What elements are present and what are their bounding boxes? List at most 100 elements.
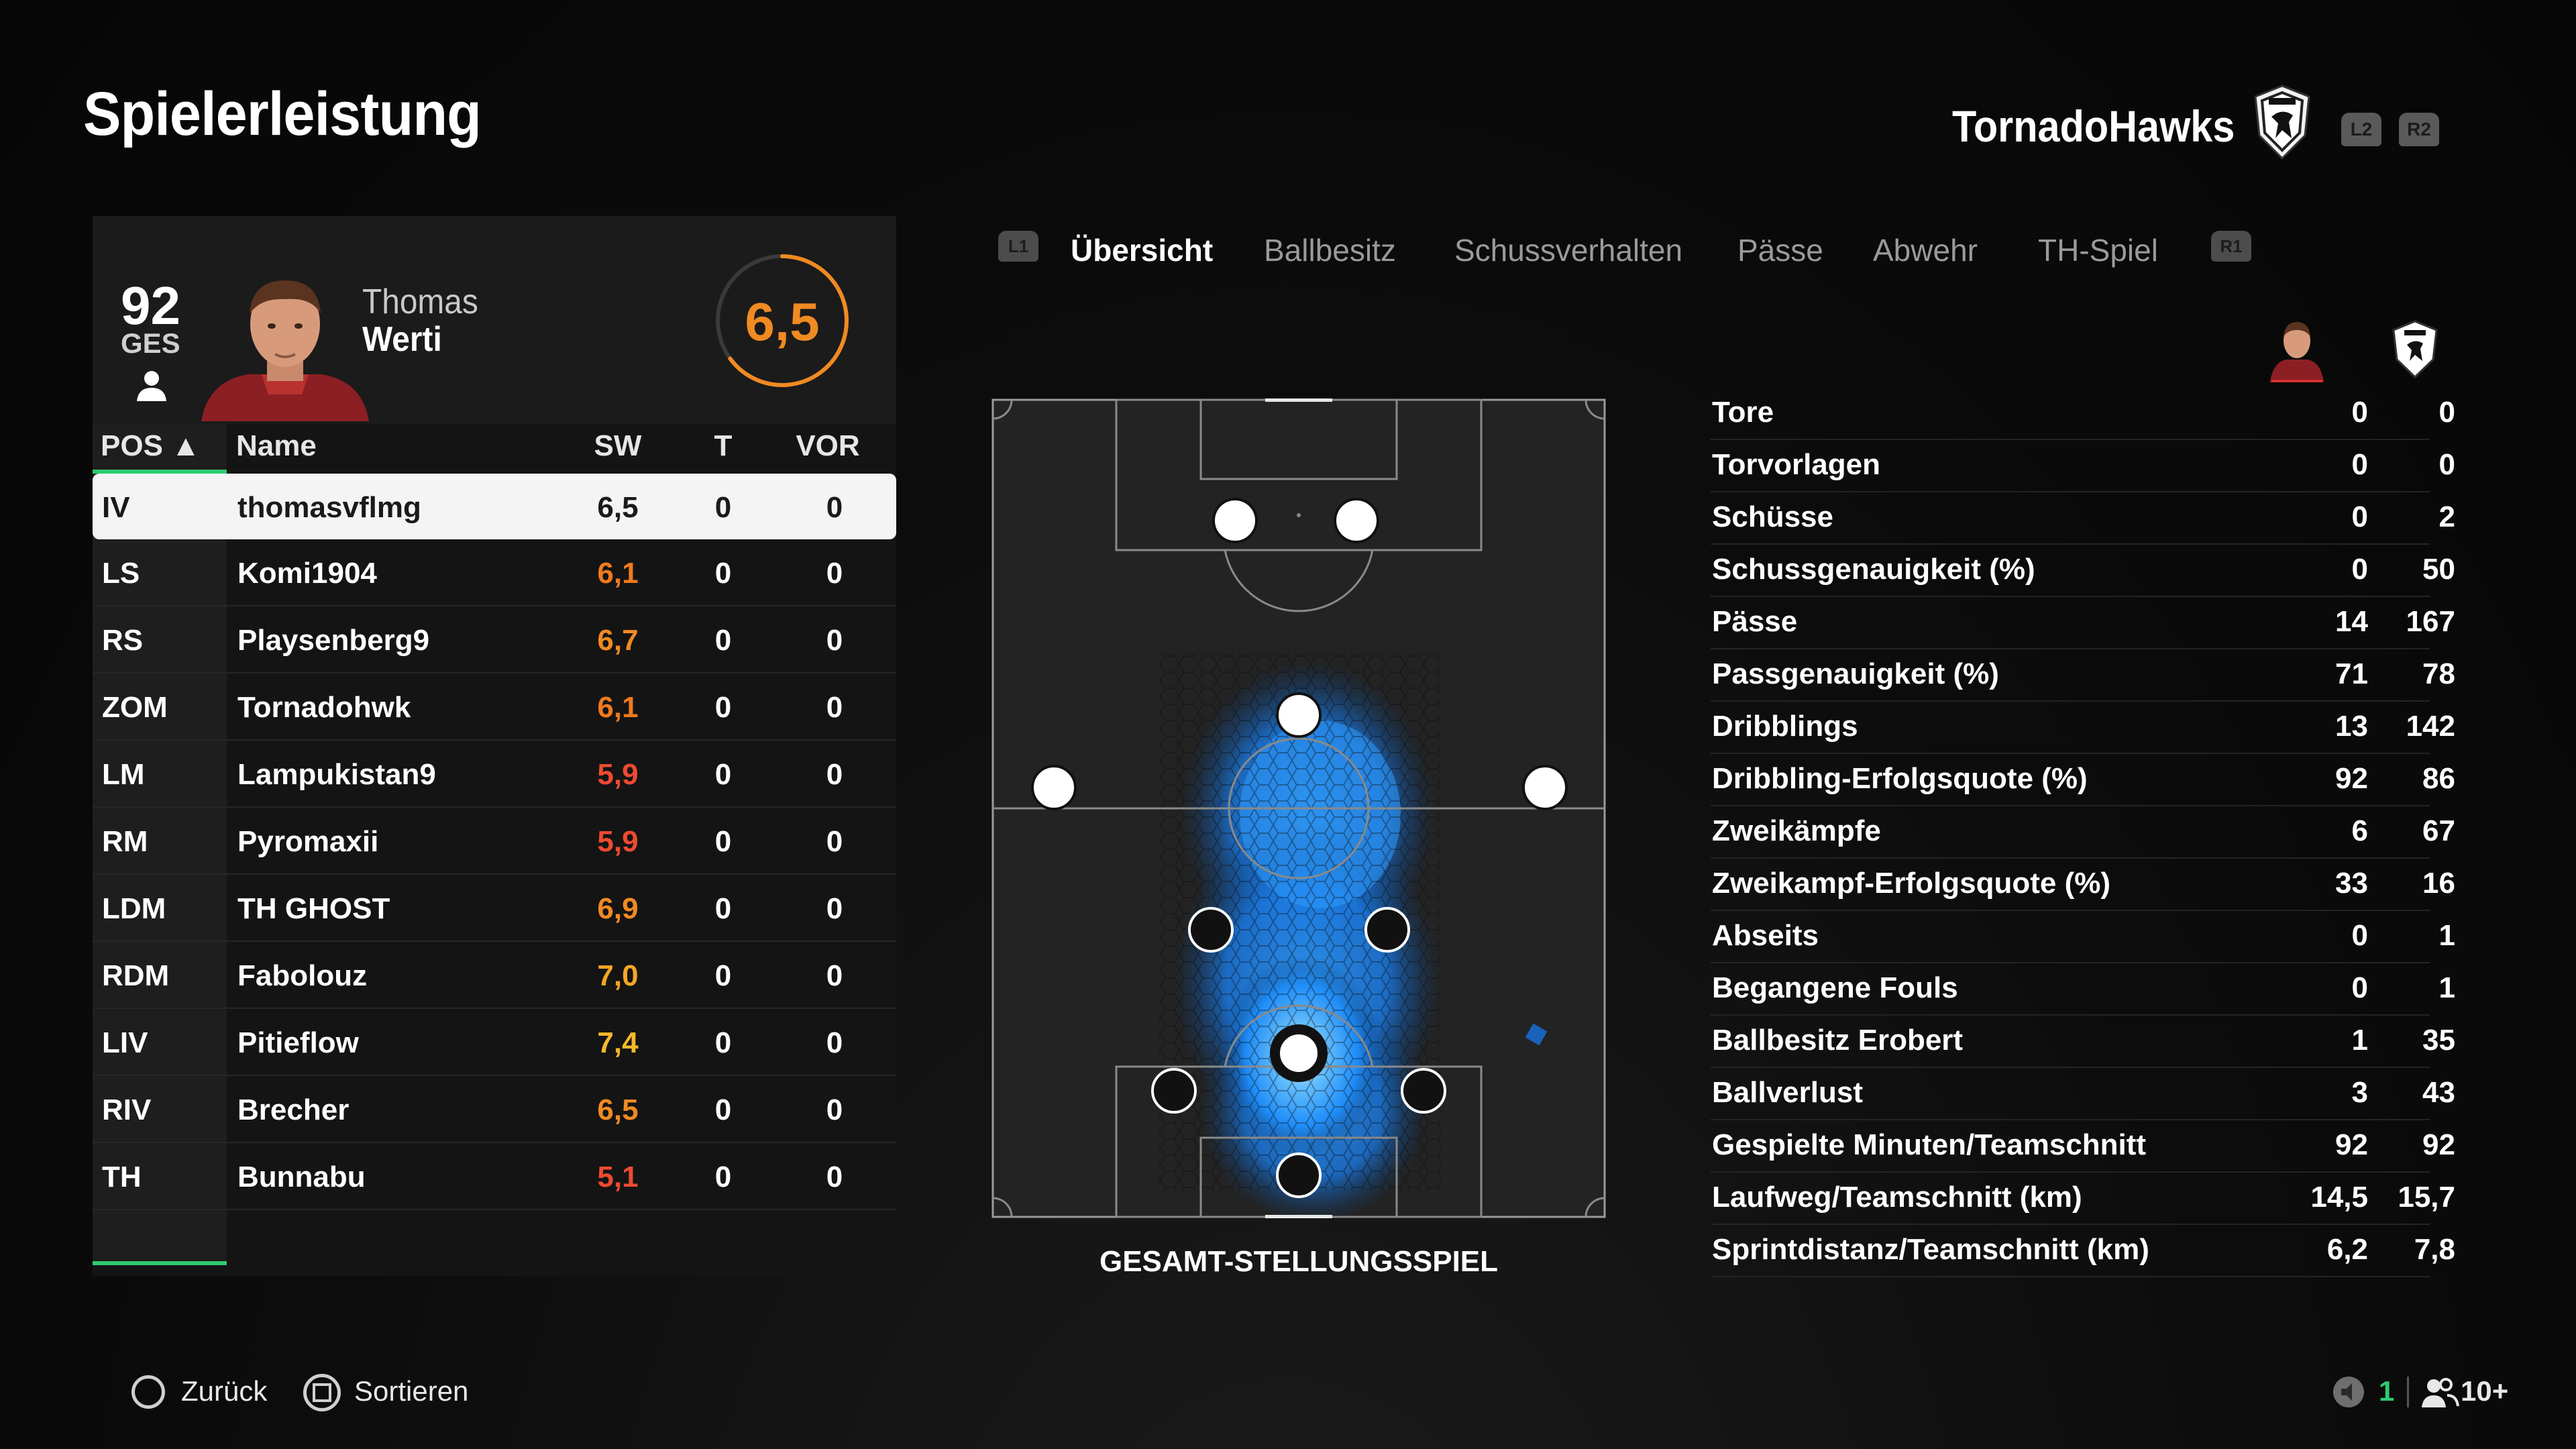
table-row[interactable]: LIV Pitieflow 7,4 0 0 <box>93 1009 896 1076</box>
stat-label: Abseits <box>1712 919 1819 952</box>
row-name: Brecher <box>237 1093 350 1126</box>
pitch-heatmap <box>991 398 1606 1218</box>
stat-label: Tore <box>1712 396 1774 429</box>
overall-rating: 92 <box>121 276 180 335</box>
players-count: 10+ <box>2461 1375 2509 1407</box>
stat-label: Pässe <box>1712 605 1798 638</box>
stat-team-value: 0 <box>2438 396 2455 429</box>
stat-label: Ballverlust <box>1712 1076 1863 1109</box>
column-header-t[interactable]: T <box>714 429 733 462</box>
players-icon <box>2422 1378 2459 1407</box>
row-pos: LDM <box>102 892 166 925</box>
player-first-name: Thomas <box>362 282 478 321</box>
row-rating: 6,1 <box>597 557 639 590</box>
match-rating-value: 6,5 <box>745 292 820 352</box>
stat-team-value: 67 <box>2422 814 2455 847</box>
row-assists: 0 <box>826 959 843 992</box>
sort-button[interactable]: Sortieren <box>354 1375 469 1407</box>
tab-uebersicht[interactable]: Übersicht <box>1071 233 1214 268</box>
column-header-vor[interactable]: VOR <box>796 429 860 462</box>
stat-player-value: 0 <box>2351 396 2368 429</box>
row-pos: RM <box>102 825 148 858</box>
stat-row: Ballverlust 3 43 <box>1711 1068 2455 1120</box>
row-goals: 0 <box>714 1093 732 1126</box>
row-assists: 0 <box>826 892 843 925</box>
row-pos: RIV <box>102 1093 152 1126</box>
row-goals: 0 <box>714 1026 732 1059</box>
table-row[interactable]: RDM Fabolouz 7,0 0 0 <box>93 942 896 1009</box>
row-assists: 0 <box>826 1161 843 1193</box>
row-rating: 7,0 <box>597 959 639 992</box>
stat-label: Dribbling-Erfolgsquote (%) <box>1712 762 2088 795</box>
table-row[interactable]: RIV Brecher 6,5 0 0 <box>93 1076 896 1143</box>
stat-label: Laufweg/Teamschnitt (km) <box>1712 1181 2082 1214</box>
row-rating: 6,7 <box>597 624 639 657</box>
table-row[interactable]: ZOM Tornadohwk 6,1 0 0 <box>93 674 896 741</box>
row-pos: IV <box>102 491 130 524</box>
row-rating: 6,1 <box>597 691 639 724</box>
stat-row: Dribbling-Erfolgsquote (%) 92 86 <box>1711 754 2455 806</box>
stat-label: Ballbesitz Erobert <box>1712 1024 1964 1057</box>
stat-team-value: 35 <box>2422 1024 2455 1057</box>
tab-th-spiel[interactable]: TH-Spiel <box>2038 233 2158 268</box>
stat-player-value: 0 <box>2351 448 2368 481</box>
stat-player-value: 0 <box>2351 971 2368 1004</box>
l2-button[interactable]: L2 <box>2341 113 2381 146</box>
row-pos: LS <box>102 557 140 590</box>
square-button-icon[interactable] <box>303 1374 341 1411</box>
row-name: Pitieflow <box>237 1026 359 1059</box>
table-row[interactable]: RS Playsenberg9 6,7 0 0 <box>93 606 896 674</box>
circle-button-icon[interactable] <box>131 1375 165 1409</box>
row-name: Pyromaxii <box>237 825 379 858</box>
r1-button[interactable]: R1 <box>2211 231 2251 262</box>
row-goals: 0 <box>714 624 732 657</box>
table-row[interactable]: LM Lampukistan9 5,9 0 0 <box>93 741 896 808</box>
table-row[interactable]: LDM TH GHOST 6,9 0 0 <box>93 875 896 942</box>
stat-label: Schussgenauigkeit (%) <box>1712 553 2035 586</box>
sort-indicator-underline <box>93 470 227 474</box>
column-header-pos[interactable]: POS ▲ <box>101 429 201 462</box>
stat-player-value: 0 <box>2351 553 2368 586</box>
back-button[interactable]: Zurück <box>181 1375 268 1407</box>
tab-schussverhalten[interactable]: Schussverhalten <box>1454 233 1683 268</box>
stat-row: Begangene Fouls 0 1 <box>1711 963 2455 1016</box>
table-row[interactable]: TH Bunnabu 5,1 0 0 <box>93 1143 896 1210</box>
table-row[interactable]: LS Komi1904 6,1 0 0 <box>93 539 896 606</box>
l1-button[interactable]: L1 <box>998 231 1038 262</box>
stat-row: Sprintdistanz/Teamschnitt (km) 6,2 7,8 <box>1711 1225 2455 1277</box>
stat-row: Ballbesitz Erobert 1 35 <box>1711 1016 2455 1068</box>
table-row[interactable]: RM Pyromaxii 5,9 0 0 <box>93 808 896 875</box>
stat-row: Laufweg/Teamschnitt (km) 14,5 15,7 <box>1711 1173 2455 1225</box>
row-name: TH GHOST <box>237 892 390 925</box>
row-pos: LIV <box>102 1026 148 1059</box>
column-header-sw[interactable]: SW <box>594 429 642 462</box>
stat-player-value: 71 <box>2335 657 2368 690</box>
column-header-name[interactable]: Name <box>236 429 317 462</box>
stat-label: Zweikämpfe <box>1712 814 1881 847</box>
row-rating: 5,9 <box>597 758 639 791</box>
table-row[interactable]: IV thomasvflmg 6,5 0 0 <box>93 474 896 539</box>
tab-paesse[interactable]: Pässe <box>1737 233 1823 268</box>
stat-team-value: 0 <box>2438 448 2455 481</box>
row-goals: 0 <box>714 959 732 992</box>
stat-player-value: 6,2 <box>2326 1233 2368 1266</box>
r2-button[interactable]: R2 <box>2399 113 2439 146</box>
row-rating: 5,9 <box>597 825 639 858</box>
stat-label: Torvorlagen <box>1712 448 1881 481</box>
row-goals: 0 <box>714 892 732 925</box>
stat-label: Dribblings <box>1712 710 1858 743</box>
stat-team-value: 1 <box>2438 919 2455 952</box>
row-assists: 0 <box>826 491 843 524</box>
stat-team-value: 7,8 <box>2414 1233 2455 1266</box>
stat-player-value: 33 <box>2335 867 2368 900</box>
online-count: 1 <box>2379 1375 2395 1407</box>
team-crest-icon <box>2254 85 2310 160</box>
row-assists: 0 <box>826 691 843 724</box>
stat-row: Abseits 0 1 <box>1711 911 2455 963</box>
row-rating: 6,5 <box>597 1093 639 1126</box>
row-name: Fabolouz <box>237 959 368 992</box>
tab-ballbesitz[interactable]: Ballbesitz <box>1264 233 1396 268</box>
stat-row: Tore 0 0 <box>1711 388 2455 440</box>
stat-team-value: 92 <box>2422 1128 2455 1161</box>
tab-abwehr[interactable]: Abwehr <box>1873 233 1978 268</box>
